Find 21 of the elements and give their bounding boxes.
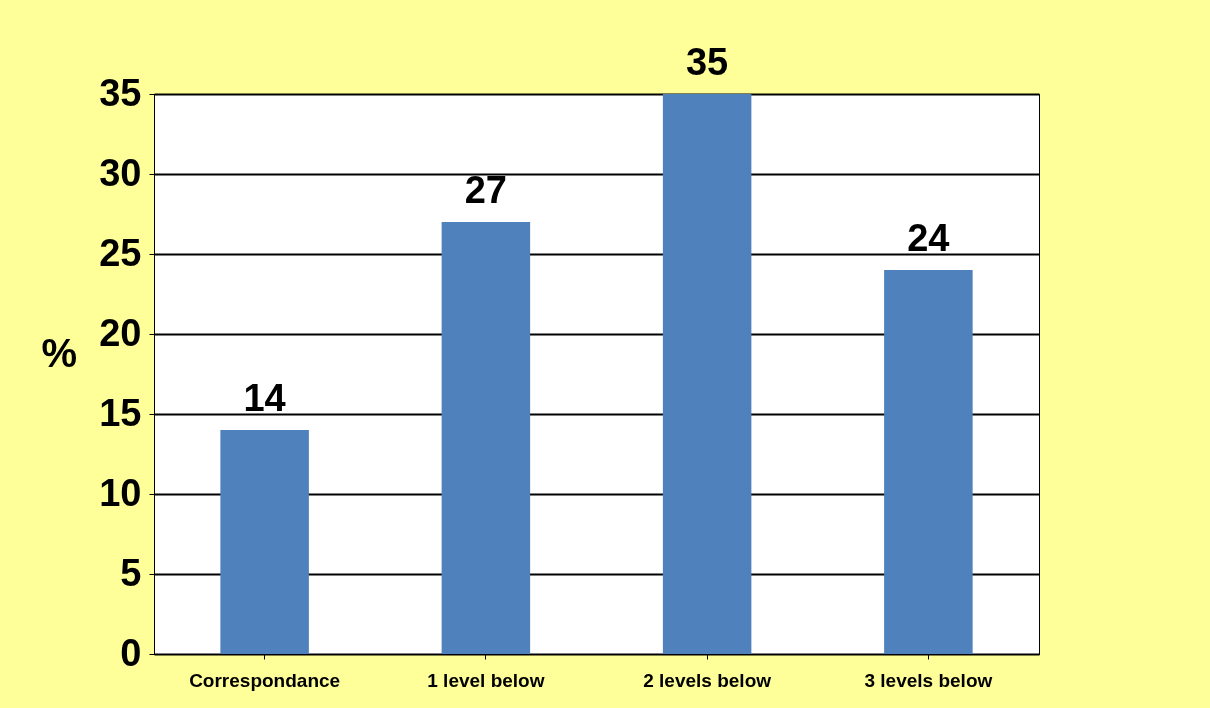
data-label: 14 (243, 377, 286, 419)
bar (662, 94, 752, 654)
y-tick-label: 15 (99, 391, 142, 434)
bar (884, 270, 973, 654)
x-tick-label: Correspondance (189, 669, 341, 691)
data-label: 24 (907, 217, 950, 259)
data-label: 35 (685, 41, 729, 83)
data-label: 27 (464, 169, 508, 211)
y-tick-label: 35 (99, 71, 142, 114)
x-tick-label: 1 level below (427, 669, 545, 691)
x-tick-label: 3 levels below (864, 669, 993, 691)
y-tick-label: 10 (99, 471, 142, 514)
x-tick-label: 2 levels below (643, 669, 772, 691)
y-tick-label: 0 (120, 631, 142, 674)
y-tick-label: 25 (99, 231, 142, 274)
y-tick-label: 30 (99, 151, 142, 194)
bar (441, 222, 531, 654)
y-tick-label: 20 (99, 311, 142, 354)
y-axis-title: % (41, 330, 78, 375)
y-tick-label: 5 (120, 551, 142, 594)
bar (220, 430, 309, 654)
